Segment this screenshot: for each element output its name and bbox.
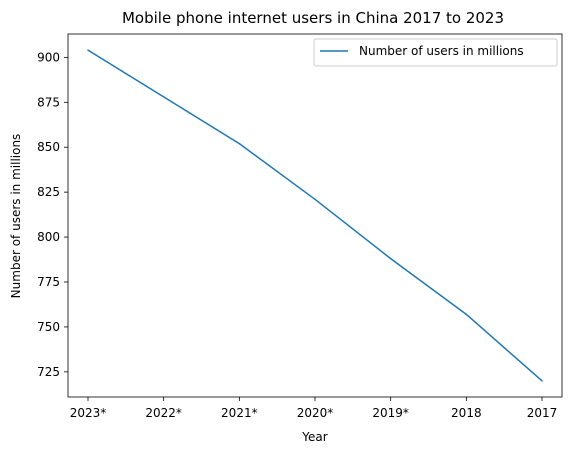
x-tick-label: 2019* (372, 406, 409, 420)
x-axis-ticks: 2023* 2022* 2021* 2020* 2019* 2018 2017 (70, 397, 558, 420)
y-tick-label: 725 (37, 365, 60, 379)
x-tick-label: 2020* (297, 406, 334, 420)
data-point (541, 380, 543, 382)
legend-label: Number of users in millions (359, 44, 524, 58)
y-tick-label: 800 (37, 230, 60, 244)
data-point (314, 198, 316, 201)
y-tick-label: 850 (37, 140, 60, 154)
x-tick-label: 2022* (145, 406, 182, 420)
y-tick-label: 750 (37, 320, 60, 334)
chart-title: Mobile phone internet users in China 201… (122, 9, 504, 27)
x-tick-label: 2017 (527, 406, 558, 420)
x-tick-label: 2023* (70, 406, 107, 420)
y-axis-label: Number of users in millions (9, 134, 23, 299)
x-tick-label: 2018 (451, 406, 482, 420)
data-point (465, 313, 468, 316)
data-point (389, 257, 392, 260)
x-axis-label: Year (301, 430, 327, 444)
series-points (87, 49, 543, 382)
legend: Number of users in millions (313, 38, 558, 67)
data-point (162, 96, 165, 98)
y-tick-label: 825 (37, 185, 60, 199)
legend-box (313, 38, 558, 67)
x-tick-label: 2021* (221, 406, 258, 420)
y-tick-label: 900 (37, 50, 60, 64)
y-tick-label: 875 (37, 95, 60, 109)
y-tick-label: 775 (37, 275, 60, 289)
data-point (87, 49, 89, 51)
y-axis-ticks: 725 750 775 800 825 850 875 900 (37, 50, 68, 379)
data-point (238, 142, 241, 145)
